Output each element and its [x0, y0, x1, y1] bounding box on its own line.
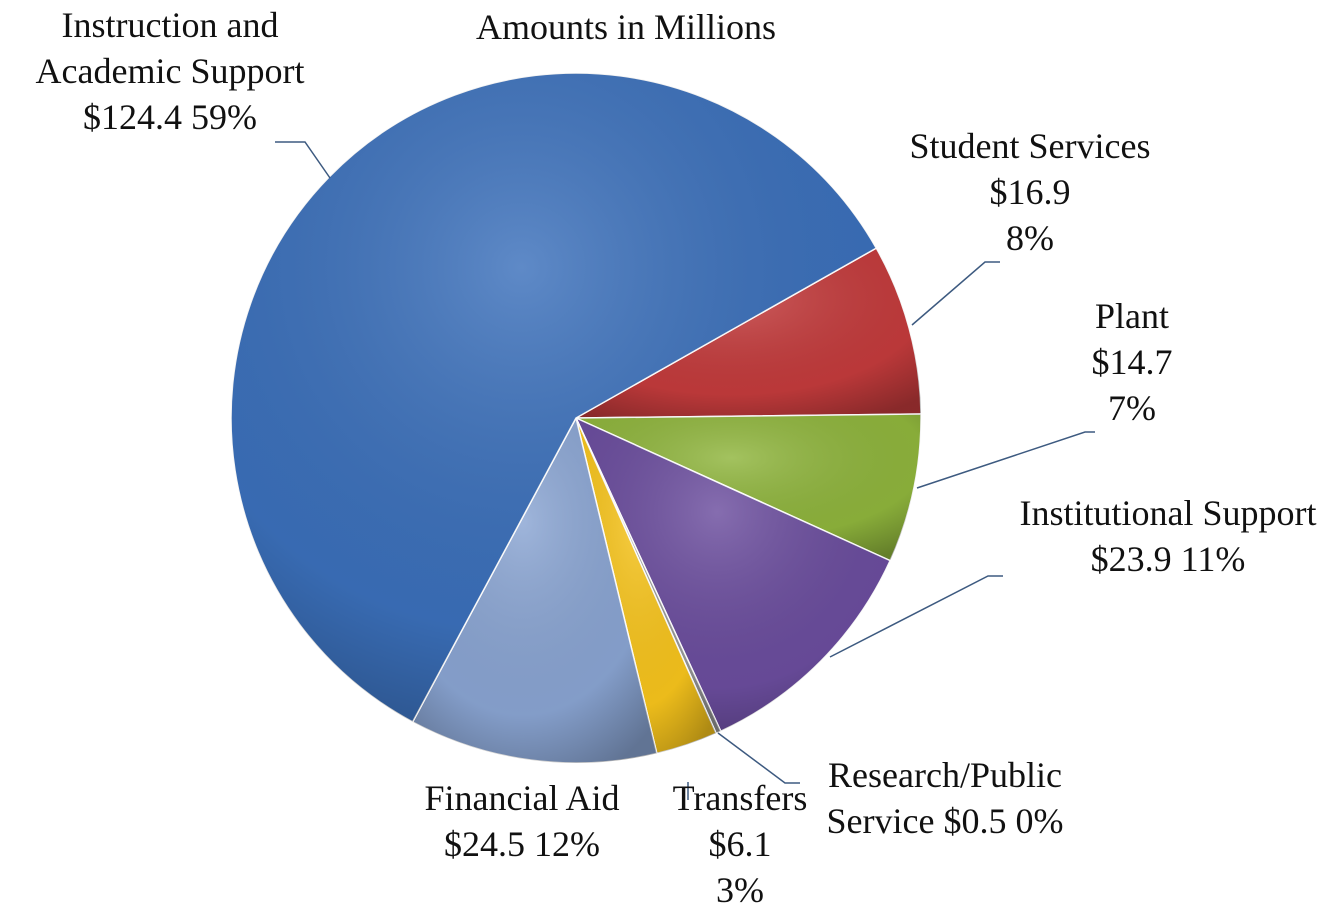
leader-lines	[275, 141, 1095, 800]
label-percent: 12%	[534, 824, 600, 864]
label-name: Research/Public Service	[826, 755, 1062, 841]
label-name: Plant	[1094, 296, 1169, 336]
data-label: Plant $14.7 7%	[1032, 293, 1232, 431]
label-name: Transfers	[672, 778, 808, 818]
data-label: Institutional Support $23.9 11%	[1008, 490, 1328, 582]
label-percent: 0%	[1015, 801, 1064, 841]
label-value: $23.9	[1090, 539, 1172, 579]
chart-title: Amounts in Millions	[475, 7, 777, 47]
label-value: $16.9	[989, 172, 1071, 212]
leader-line	[275, 141, 331, 179]
data-label: Student Services $16.9 8%	[870, 123, 1190, 261]
label-name: Student Services	[909, 126, 1151, 166]
label-percent: 11%	[1180, 539, 1246, 579]
label-value: $124.4	[83, 97, 182, 137]
label-percent: 59%	[191, 97, 257, 137]
leader-line	[911, 261, 1000, 326]
label-percent: 3%	[716, 870, 764, 910]
leader-line	[916, 431, 1095, 489]
label-percent: 8%	[1006, 218, 1054, 258]
data-label: Transfers $6.1 3%	[655, 775, 825, 913]
label-name: Instruction and Academic Support	[35, 5, 305, 91]
data-label: Instruction and Academic Support $124.4 …	[0, 2, 340, 140]
label-percent: 7%	[1108, 388, 1156, 428]
leader-line	[829, 575, 1003, 658]
label-value: $14.7	[1091, 342, 1173, 382]
label-name: Financial Aid	[424, 778, 620, 818]
data-label: Financial Aid $24.5 12%	[402, 775, 642, 867]
leader-line	[717, 732, 800, 784]
label-value: $6.1	[708, 824, 772, 864]
label-name: Institutional Support	[1019, 493, 1317, 533]
data-label: Research/Public Service $0.5 0%	[795, 752, 1095, 844]
label-value: $0.5	[943, 801, 1007, 841]
label-value: $24.5	[444, 824, 525, 864]
